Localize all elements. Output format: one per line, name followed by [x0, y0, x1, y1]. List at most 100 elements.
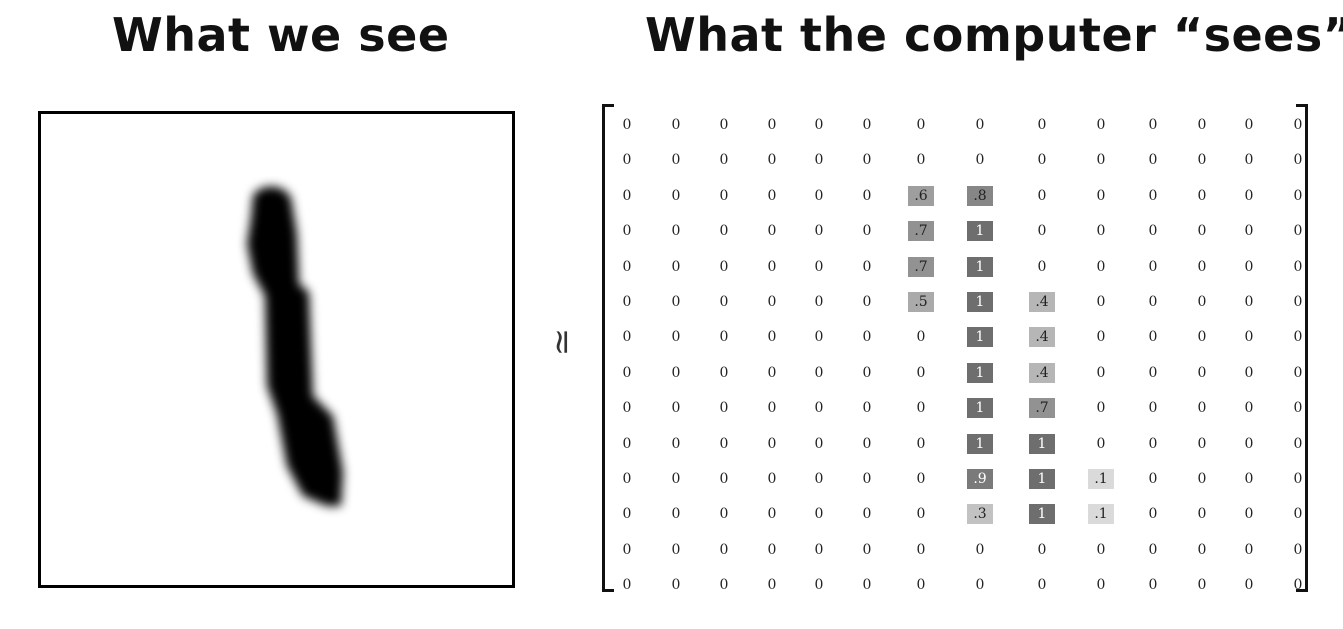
matrix-cell: 0 [719, 223, 729, 240]
matrix-cell: 0 [916, 506, 926, 523]
matrix-cell: 0 [862, 364, 872, 381]
matrix-cell: 0 [671, 364, 681, 381]
matrix-cell: 0 [767, 117, 777, 133]
matrix-cell: 0 [814, 541, 824, 558]
matrix-cell: 0 [1096, 294, 1106, 310]
matrix-cell: 0 [671, 577, 681, 594]
matrix-cell: 0 [1148, 541, 1158, 558]
matrix-cell: 0 [1148, 364, 1158, 381]
matrix-cell: 0 [916, 117, 926, 133]
matrix-cell: 1 [967, 256, 993, 277]
matrix-cell: 0 [1197, 400, 1207, 417]
matrix-cell: 0 [1244, 294, 1254, 310]
matrix-cell: 1 [967, 433, 993, 454]
matrix-cell: 0 [622, 541, 632, 558]
matrix-cell: 0 [1244, 400, 1254, 417]
matrix-cell: 0 [671, 506, 681, 523]
matrix-cell: 0 [1148, 471, 1158, 487]
matrix-cell: 0 [814, 187, 824, 204]
pixel-value-matrix: 0 0 0 0 0 0 0 0 0 0 0 0 0 0 0 0 0 0 0 0 0 0 0 0 0 0 0 0 0 0 0 0 0 0 .6 .8 0 0… [606, 104, 1306, 594]
matrix-cell: 0 [671, 471, 681, 487]
matrix-cell: .1 [1088, 504, 1114, 525]
matrix-cell: 0 [1096, 577, 1106, 594]
matrix-cell: 0 [1148, 577, 1158, 594]
matrix-cell: 0 [1293, 364, 1303, 381]
matrix-cell: 0 [916, 400, 926, 417]
matrix-cell: 0 [975, 152, 985, 169]
matrix-cell: 0 [814, 435, 824, 452]
matrix-cell: 0 [1244, 329, 1254, 346]
matrix-cell: 0 [975, 577, 985, 594]
matrix-cell: 0 [1293, 117, 1303, 133]
matrix-cell: 0 [1148, 435, 1158, 452]
matrix-cell: 1 [967, 327, 993, 348]
matrix-cell: 0 [1148, 400, 1158, 417]
matrix-cell: 0 [1096, 187, 1106, 204]
matrix-cell: 0 [1244, 258, 1254, 275]
matrix-cell: 0 [1096, 400, 1106, 417]
matrix-cell: 0 [1037, 117, 1047, 133]
matrix-cell: 0 [1037, 541, 1047, 558]
matrix-cell: 0 [671, 294, 681, 310]
matrix-left-bracket [602, 104, 614, 592]
matrix-cell: 0 [814, 329, 824, 346]
matrix-cell: 0 [719, 329, 729, 346]
matrix-cell: 0 [1148, 223, 1158, 240]
matrix-cell: .7 [1029, 398, 1055, 419]
matrix-cell: 0 [1293, 400, 1303, 417]
matrix-cell: 0 [1244, 117, 1254, 133]
matrix-cell: 0 [1096, 435, 1106, 452]
matrix-cell: .1 [1088, 469, 1114, 489]
matrix-cell: 0 [1244, 506, 1254, 523]
matrix-cell: 0 [1148, 329, 1158, 346]
handwritten-digit-image [38, 111, 515, 588]
matrix-cell: 0 [1148, 258, 1158, 275]
matrix-cell: .4 [1029, 292, 1055, 312]
matrix-cell: 0 [862, 471, 872, 487]
matrix-cell: 0 [719, 152, 729, 169]
matrix-cell: 0 [1197, 329, 1207, 346]
matrix-cell: 0 [1293, 223, 1303, 240]
matrix-cell: 0 [1197, 152, 1207, 169]
matrix-cell: 0 [862, 577, 872, 594]
title-what-computer-sees: What the computer “sees” [645, 8, 1343, 62]
matrix-cell: 0 [1244, 435, 1254, 452]
matrix-cell: 0 [916, 152, 926, 169]
matrix-cell: 0 [622, 294, 632, 310]
matrix-cell: 0 [916, 541, 926, 558]
matrix-cell: 0 [1293, 471, 1303, 487]
matrix-cell: .3 [967, 504, 993, 525]
matrix-cell: 0 [1037, 577, 1047, 594]
matrix-cell: 0 [767, 435, 777, 452]
matrix-cell: 0 [719, 435, 729, 452]
matrix-cell: 0 [1197, 364, 1207, 381]
matrix-cell: 0 [622, 471, 632, 487]
matrix-cell: 0 [1244, 152, 1254, 169]
matrix-cell: 0 [1293, 258, 1303, 275]
matrix-cell: 0 [1037, 258, 1047, 275]
matrix-cell: 1 [1029, 469, 1055, 489]
matrix-cell: 0 [1293, 187, 1303, 204]
matrix-cell: 1 [967, 292, 993, 312]
matrix-cell: 0 [862, 435, 872, 452]
matrix-cell: 0 [719, 294, 729, 310]
matrix-cell: 1 [967, 398, 993, 419]
matrix-cell: 0 [1197, 541, 1207, 558]
matrix-cell: 0 [1096, 152, 1106, 169]
matrix-cell: 1 [1029, 504, 1055, 525]
matrix-cell: 0 [975, 541, 985, 558]
matrix-cell: 0 [767, 329, 777, 346]
matrix-cell: 1 [1029, 433, 1055, 454]
matrix-cell: 0 [814, 506, 824, 523]
matrix-cell: 0 [1197, 577, 1207, 594]
matrix-cell: 0 [719, 506, 729, 523]
matrix-cell: 0 [622, 329, 632, 346]
matrix-cell: .4 [1029, 362, 1055, 383]
matrix-cell: 0 [622, 506, 632, 523]
matrix-cell: 0 [719, 400, 729, 417]
matrix-cell: 0 [1037, 152, 1047, 169]
matrix-cell: 0 [814, 577, 824, 594]
matrix-cell: 0 [1197, 187, 1207, 204]
matrix-cell: 0 [1096, 258, 1106, 275]
matrix-cell: 0 [767, 471, 777, 487]
